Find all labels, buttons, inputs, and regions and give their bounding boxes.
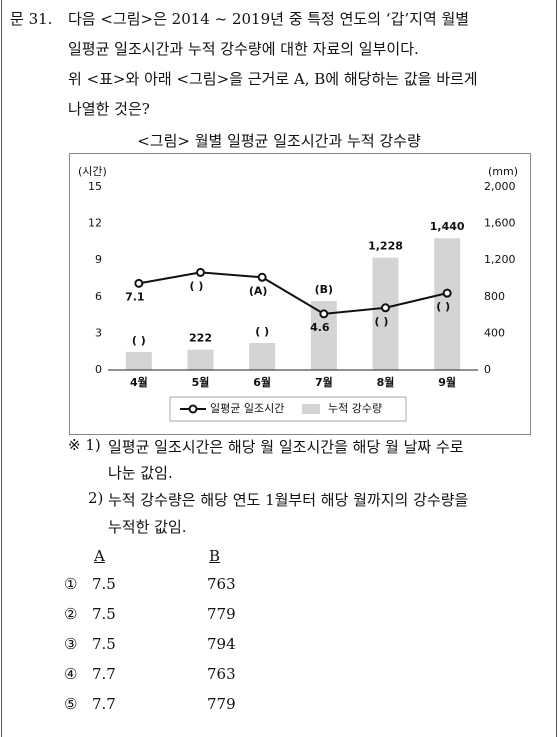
y-tick-label: 0 <box>95 363 102 376</box>
note-line: 나눈 값임. <box>108 464 173 482</box>
data-label: ( ) <box>132 334 146 347</box>
option-value[interactable]: 779 <box>207 605 236 623</box>
data-label: 222 <box>189 332 212 345</box>
y2-tick-label: 0 <box>484 363 491 376</box>
question-line: 다음 <그림>은 2014 ~ 2019년 중 특정 연도의 ‘갑’지역 월별 <box>68 10 470 28</box>
y-tick-label: 15 <box>88 180 102 193</box>
note-line: 누적 강수량은 해당 연도 1월부터 해당 월까지의 강수량을 <box>108 491 469 509</box>
x-tick-label: 5월 <box>192 375 210 389</box>
data-label: ( ) <box>436 300 450 313</box>
option-value[interactable]: 7.5 <box>92 575 116 593</box>
option-number[interactable]: ② <box>64 605 78 623</box>
x-tick-label: 9월 <box>438 375 456 389</box>
note-mark: ※ 1) <box>68 436 101 454</box>
bar <box>434 238 461 370</box>
data-label: (B) <box>315 283 333 296</box>
option-value[interactable]: 7.5 <box>92 605 116 623</box>
note-mark: 2) <box>88 489 104 507</box>
option-value[interactable]: 763 <box>207 665 236 683</box>
option-value[interactable]: 7.5 <box>92 635 116 653</box>
data-label: (A) <box>249 284 268 297</box>
option-number[interactable]: ③ <box>64 635 78 653</box>
note-line: 일평균 일조시간은 해당 월 일조시간을 해당 월 날짜 수로 <box>108 438 464 456</box>
option-header: B <box>209 547 221 565</box>
line-point <box>381 303 390 313</box>
question-line: 일평균 일조시간과 누적 강수량에 대한 자료의 일부이다. <box>68 40 419 58</box>
y2-tick-label: 2,000 <box>484 180 516 193</box>
option-number[interactable]: ④ <box>64 665 78 683</box>
bar <box>249 343 276 370</box>
question-line: 위 <표>와 아래 <그림>을 근거로 A, B에 해당하는 값을 바르게 <box>68 70 478 88</box>
data-label: ( ) <box>375 315 389 328</box>
data-label: ( ) <box>190 279 204 292</box>
option-value[interactable]: 779 <box>207 695 236 713</box>
option-header: A <box>94 547 105 565</box>
legend-label: 일평균 일조시간 <box>210 401 284 415</box>
data-label: 1,440 <box>430 220 465 233</box>
y2-axis-label: (mm) <box>488 165 518 178</box>
option-value[interactable]: 7.7 <box>92 665 116 683</box>
y-tick-label: 6 <box>95 290 102 303</box>
line <box>138 271 448 315</box>
y-tick-label: 3 <box>95 326 102 339</box>
y-axis-label: (시간) <box>78 165 107 178</box>
y2-tick-label: 400 <box>484 326 505 339</box>
data-label: ( ) <box>255 325 269 338</box>
y2-tick-label: 1,600 <box>484 217 516 230</box>
option-number[interactable]: ⑤ <box>64 695 78 713</box>
line-point <box>134 278 144 288</box>
data-label: 7.1 <box>125 290 145 303</box>
question-line: 나열한 것은? <box>68 100 150 118</box>
question-number: 문 31. <box>10 10 53 28</box>
data-label: 4.6 <box>310 321 330 334</box>
x-tick-label: 4월 <box>130 375 148 389</box>
data-label: 1,228 <box>368 240 403 253</box>
bar <box>187 349 214 370</box>
line-point <box>442 288 452 298</box>
y2-tick-label: 1,200 <box>484 253 516 266</box>
bar <box>125 351 152 370</box>
x-tick-label: 7월 <box>315 375 333 389</box>
y-tick-label: 9 <box>95 253 102 266</box>
option-value[interactable]: 7.7 <box>92 695 116 713</box>
legend-swatch <box>302 404 320 414</box>
legend-box <box>169 396 407 422</box>
line-point <box>319 309 329 319</box>
option-value[interactable]: 794 <box>207 635 236 653</box>
y-tick-label: 12 <box>88 217 102 230</box>
line-point <box>257 272 267 282</box>
option-value[interactable]: 763 <box>207 575 236 593</box>
x-tick-label: 8월 <box>377 375 395 389</box>
legend-marker <box>188 404 198 414</box>
bar <box>372 257 399 370</box>
option-number[interactable]: ① <box>64 575 78 593</box>
y2-tick-label: 800 <box>484 290 505 303</box>
x-tick-label: 6월 <box>253 375 271 389</box>
legend-label: 누적 강수량 <box>328 402 382 415</box>
line-point <box>196 267 205 277</box>
chart-title: <그림> 월별 일평균 일조시간과 누적 강수량 <box>137 132 421 150</box>
chart: (시간) (mm) 0 3 6 9 12 15 0 400 800 1,200 1,600 2,000 4월… <box>69 153 531 435</box>
note-line: 누적한 값임. <box>108 518 187 536</box>
